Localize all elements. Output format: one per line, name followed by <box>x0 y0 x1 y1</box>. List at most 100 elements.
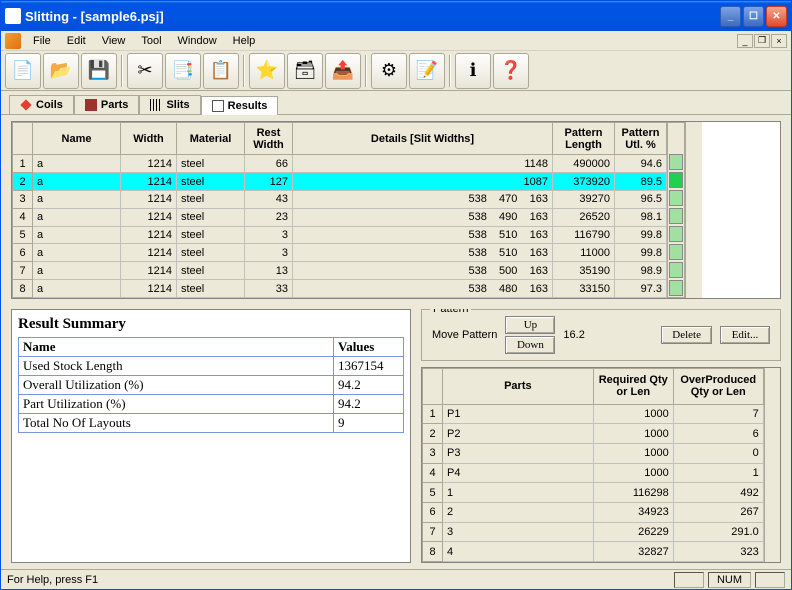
parts-row[interactable]: 8432827323 <box>423 542 764 562</box>
parts-grid[interactable]: PartsRequired Qty or LenOverProduced Qty… <box>421 367 781 563</box>
table-row[interactable]: 3a1214steel43538 470 1633927096.5 <box>13 190 667 208</box>
child-minimize-button[interactable]: _ <box>737 34 753 48</box>
toolbar-export-button[interactable]: 📤 <box>325 53 361 89</box>
summary-name: Total No Of Layouts <box>19 414 334 433</box>
pattern-down-button[interactable]: Down <box>505 336 555 354</box>
parts-row[interactable]: 51116298492 <box>423 483 764 503</box>
parts-row[interactable]: 4P410001 <box>423 463 764 483</box>
parts-col-req[interactable]: Required Qty or Len <box>593 369 673 405</box>
toolbar-save-button[interactable]: 💾 <box>81 53 117 89</box>
toolbar-database-button[interactable]: 🗃 <box>287 53 323 89</box>
results-grid[interactable]: NameWidthMaterialRest WidthDetails [Slit… <box>11 121 781 299</box>
parts-icon <box>85 99 97 111</box>
tab-label: Slits <box>166 99 189 111</box>
toolbar-settings-button[interactable]: ⚙ <box>371 53 407 89</box>
row-header[interactable]: 2 <box>423 424 443 444</box>
row-header[interactable]: 8 <box>423 542 443 562</box>
cell-details: 538 480 163 <box>293 280 553 298</box>
pattern-delete-button[interactable]: Delete <box>661 326 712 344</box>
menu-view[interactable]: View <box>94 33 134 49</box>
col-header[interactable]: Width <box>121 123 177 155</box>
col-header[interactable]: Name <box>33 123 121 155</box>
row-header[interactable]: 4 <box>423 463 443 483</box>
row-header[interactable]: 7 <box>13 262 33 280</box>
tab-coils[interactable]: Coils <box>9 95 74 114</box>
menu-help[interactable]: Help <box>225 33 264 49</box>
parts-row[interactable]: 6234923267 <box>423 502 764 522</box>
cell-putl: 98.9 <box>615 262 667 280</box>
result-summary-panel: Result Summary NameValuesUsed Stock Leng… <box>11 309 411 563</box>
table-row[interactable]: 5a1214steel3538 510 16311679099.8 <box>13 226 667 244</box>
toolbar-cut-button[interactable]: ✂ <box>127 53 163 89</box>
row-header[interactable]: 8 <box>13 280 33 298</box>
toolbar-favorite-button[interactable]: ⭐ <box>249 53 285 89</box>
table-row[interactable]: 4a1214steel23538 490 1632652098.1 <box>13 208 667 226</box>
col-header[interactable]: Material <box>177 123 245 155</box>
table-row[interactable]: 1a1214steel66114849000094.6 <box>13 155 667 173</box>
row-header[interactable]: 1 <box>423 404 443 424</box>
menu-tool[interactable]: Tool <box>133 33 169 49</box>
cell-width: 1214 <box>121 155 177 173</box>
pattern-up-button[interactable]: Up <box>505 316 555 334</box>
parts-row[interactable]: 3P310000 <box>423 443 764 463</box>
row-header[interactable]: 3 <box>423 443 443 463</box>
cell-name: a <box>33 244 121 262</box>
menu-file[interactable]: File <box>25 33 59 49</box>
color-column <box>667 122 685 298</box>
child-restore-button[interactable]: ❐ <box>754 34 770 48</box>
row-header[interactable]: 2 <box>13 173 33 191</box>
utilization-swatch <box>669 154 683 170</box>
grid-scrollbar[interactable] <box>685 122 702 298</box>
parts-col-parts[interactable]: Parts <box>443 369 594 405</box>
child-close-button[interactable]: × <box>771 34 787 48</box>
toolbar-copy-button[interactable]: 📑 <box>165 53 201 89</box>
close-button[interactable]: ✕ <box>766 6 787 27</box>
row-header[interactable]: 5 <box>423 483 443 503</box>
cell-width: 1214 <box>121 173 177 191</box>
row-header[interactable]: 5 <box>13 226 33 244</box>
toolbar-rtf-button[interactable]: 📝 <box>409 53 445 89</box>
pattern-edit-button[interactable]: Edit... <box>720 326 770 344</box>
parts-col-over[interactable]: OverProduced Qty or Len <box>673 369 763 405</box>
tab-results[interactable]: Results <box>201 96 279 115</box>
col-header[interactable]: Pattern Length <box>553 123 615 155</box>
col-header[interactable]: Pattern Utl. % <box>615 123 667 155</box>
table-row[interactable]: 2a1214steel127108737392089.5 <box>13 173 667 191</box>
parts-row[interactable]: 1P110007 <box>423 404 764 424</box>
row-header[interactable]: 3 <box>13 190 33 208</box>
summary-header-values: Values <box>334 338 404 357</box>
table-row[interactable]: 6a1214steel3538 510 1631100099.8 <box>13 244 667 262</box>
col-header[interactable]: Rest Width <box>245 123 293 155</box>
row-header[interactable]: 6 <box>423 502 443 522</box>
minimize-button[interactable]: _ <box>720 6 741 27</box>
toolbar-open-button[interactable]: 📂 <box>43 53 79 89</box>
parts-scrollbar[interactable] <box>764 368 780 562</box>
table-row[interactable]: 8a1214steel33538 480 1633315097.3 <box>13 280 667 298</box>
tab-parts[interactable]: Parts <box>74 95 140 114</box>
row-header[interactable]: 1 <box>13 155 33 173</box>
menu-window[interactable]: Window <box>170 33 225 49</box>
menu-edit[interactable]: Edit <box>59 33 94 49</box>
cell-rest: 33 <box>245 280 293 298</box>
toolbar-info-button[interactable]: ℹ <box>455 53 491 89</box>
row-header[interactable]: 7 <box>423 522 443 542</box>
col-header[interactable]: Details [Slit Widths] <box>293 123 553 155</box>
parts-cell-over: 1 <box>673 463 763 483</box>
table-row[interactable]: 7a1214steel13538 500 1633519098.9 <box>13 262 667 280</box>
toolbar-help-button[interactable]: ❓ <box>493 53 529 89</box>
parts-row[interactable]: 2P210006 <box>423 424 764 444</box>
parts-row[interactable]: 7326229291.0 <box>423 522 764 542</box>
maximize-button[interactable]: ☐ <box>743 6 764 27</box>
cell-details: 1087 <box>293 173 553 191</box>
row-header[interactable]: 4 <box>13 208 33 226</box>
row-header[interactable]: 6 <box>13 244 33 262</box>
titlebar[interactable]: Slitting - [sample6.psj] _ ☐ ✕ <box>1 1 791 31</box>
cell-rest: 3 <box>245 244 293 262</box>
toolbar-paste-button[interactable]: 📋 <box>203 53 239 89</box>
tab-slits[interactable]: Slits <box>139 95 200 114</box>
statusbar: For Help, press F1 NUM <box>1 569 791 589</box>
cell-rest: 23 <box>245 208 293 226</box>
utilization-swatch <box>669 262 683 278</box>
cell-putl: 98.1 <box>615 208 667 226</box>
toolbar-new-button[interactable]: 📄 <box>5 53 41 89</box>
